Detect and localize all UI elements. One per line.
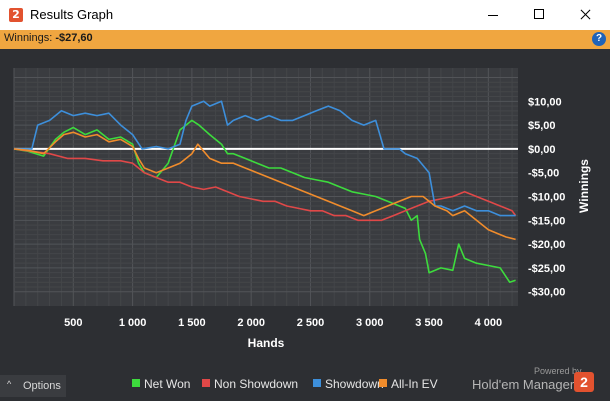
x-axis-label: Hands <box>248 336 285 350</box>
legend-swatch <box>132 379 140 387</box>
x-tick-label: 3 500 <box>415 317 443 329</box>
legend-item-showdown[interactable]: Showdown <box>313 377 384 391</box>
x-tick-label: 4 000 <box>475 317 503 329</box>
series-line-showdown <box>14 100 516 217</box>
y-tick-label: $5,00 <box>528 120 556 132</box>
y-tick-label: $10,00 <box>528 96 562 108</box>
legend-label: All-In EV <box>391 377 438 391</box>
winnings-value: -$27,60 <box>55 32 93 44</box>
x-tick-label: 2 000 <box>237 317 265 329</box>
winnings-summary: Winnings: -$27,60 <box>4 32 93 44</box>
app-logo-icon: 2 <box>9 8 23 22</box>
x-tick-labels: 500 1 000 1 500 2 000 2 500 3 000 3 500 4 000 <box>64 317 502 329</box>
legend-label: Net Won <box>144 377 191 391</box>
options-button[interactable]: ^ Options <box>0 375 66 397</box>
help-icon[interactable]: ? <box>592 32 606 46</box>
legend-swatch <box>379 379 387 387</box>
close-icon[interactable] <box>562 0 608 30</box>
y-tick-label: -$5,00 <box>528 168 559 180</box>
legend-item-non-showdown[interactable]: Non Showdown <box>202 377 298 391</box>
y-tick-label: -$30,00 <box>528 287 565 299</box>
series-line-net-won <box>13 119 516 283</box>
window-title: Results Graph <box>30 7 114 22</box>
legend-label: Non Showdown <box>214 377 299 391</box>
legend-swatch <box>313 379 321 387</box>
y-tick-label: -$15,00 <box>528 215 565 227</box>
x-tick-label: 500 <box>64 317 82 329</box>
legend-item-all-in-ev[interactable]: All-In EV <box>379 377 438 391</box>
brand-logo-icon: 2 <box>574 372 594 392</box>
series-line-all-in-ev <box>13 131 516 241</box>
y-tick-labels: $10,00 $5,00 $0,00 -$5,00 -$10,00 -$15,00 -$20… <box>528 96 565 298</box>
x-tick-label: 2 500 <box>297 317 325 329</box>
results-graph: $10,00 $5,00 $0,00 -$5,00 -$10,00 -$15,00 -$20… <box>0 49 610 375</box>
minimize-icon[interactable] <box>470 0 516 30</box>
x-tick-label: 1 000 <box>119 317 147 329</box>
brand-name: Hold'em Manager <box>472 377 575 392</box>
legend-swatch <box>202 379 210 387</box>
title-bar: 2 Results Graph <box>0 0 610 30</box>
y-tick-label: $0,00 <box>528 144 556 156</box>
legend-label: Showdown <box>325 377 384 391</box>
chevron-up-icon: ^ <box>7 379 12 389</box>
options-label: Options <box>23 380 61 392</box>
legend-item-net-won[interactable]: Net Won <box>132 377 190 391</box>
winnings-label: Winnings: <box>4 32 56 44</box>
y-tick-label: -$10,00 <box>528 192 565 204</box>
series-lines <box>13 100 517 283</box>
maximize-icon[interactable] <box>516 0 562 30</box>
y-tick-label: -$20,00 <box>528 239 565 251</box>
y-tick-label: -$25,00 <box>528 263 565 275</box>
powered-by-text: Powered by <box>534 366 582 376</box>
grid <box>13 68 518 306</box>
x-tick-label: 1 500 <box>178 317 206 329</box>
series-line-non-showdown <box>13 148 517 222</box>
winnings-bar: Winnings: -$27,60 ? <box>0 30 610 49</box>
x-tick-label: 3 000 <box>356 317 384 329</box>
y-axis-label: Winnings <box>577 159 591 213</box>
